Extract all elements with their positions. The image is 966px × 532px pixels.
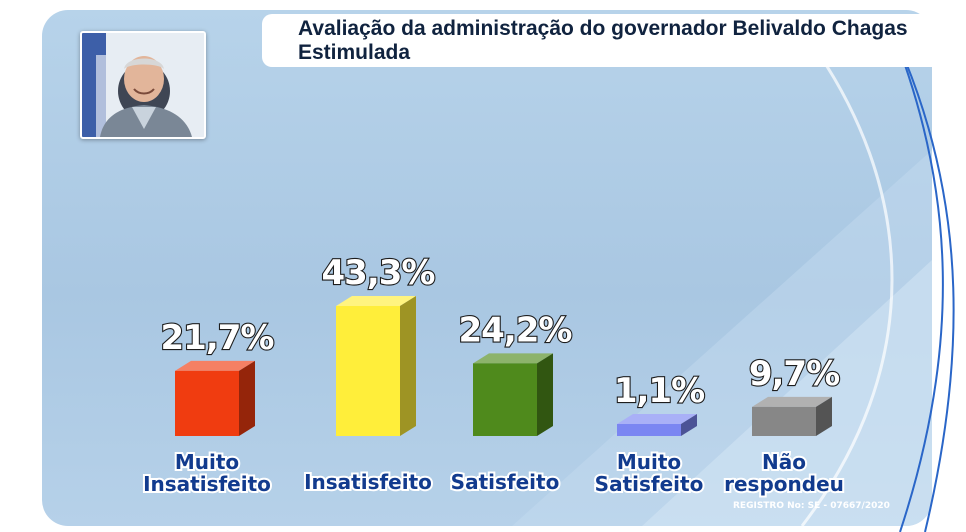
category-label: Satisfeito [595, 472, 704, 496]
chart-subtitle: Estimulada [298, 41, 411, 64]
bar-value-label: 1,1% [614, 371, 704, 411]
bar-value-label: 24,2% [459, 310, 572, 350]
category-label: Muito [175, 450, 239, 474]
bar-top [752, 396, 832, 407]
bar-top [336, 296, 416, 306]
bar [175, 370, 239, 436]
bar-side [681, 414, 697, 436]
category-label: respondeu [724, 472, 844, 496]
bar [336, 306, 400, 436]
chart-panel [42, 10, 932, 526]
bar-side [816, 396, 832, 436]
category-label: Muito [617, 450, 681, 474]
title-banner [262, 14, 957, 67]
category-label: Satisfeito [451, 470, 560, 494]
governor-photo [80, 31, 206, 139]
bar-value-label: 21,7% [161, 318, 274, 358]
bar-top [617, 414, 697, 424]
category-label: Não [762, 450, 806, 474]
category-label: Insatisfeito [143, 472, 271, 496]
bar-side [400, 296, 416, 436]
bar-side [537, 353, 553, 436]
category-label: Insatisfeito [304, 470, 432, 494]
bar-top [175, 360, 255, 371]
bar-value-label: 9,7% [749, 354, 839, 394]
bar [752, 406, 816, 436]
registro-text: REGISTRO No: SE - 07667/2020 [733, 501, 890, 511]
bar [617, 424, 681, 436]
chart-title: Avaliação da administração do governador… [298, 17, 908, 40]
bar-side [239, 360, 255, 436]
bar-top [473, 353, 553, 364]
bar [473, 363, 537, 436]
bar-value-label: 43,3% [322, 253, 435, 293]
